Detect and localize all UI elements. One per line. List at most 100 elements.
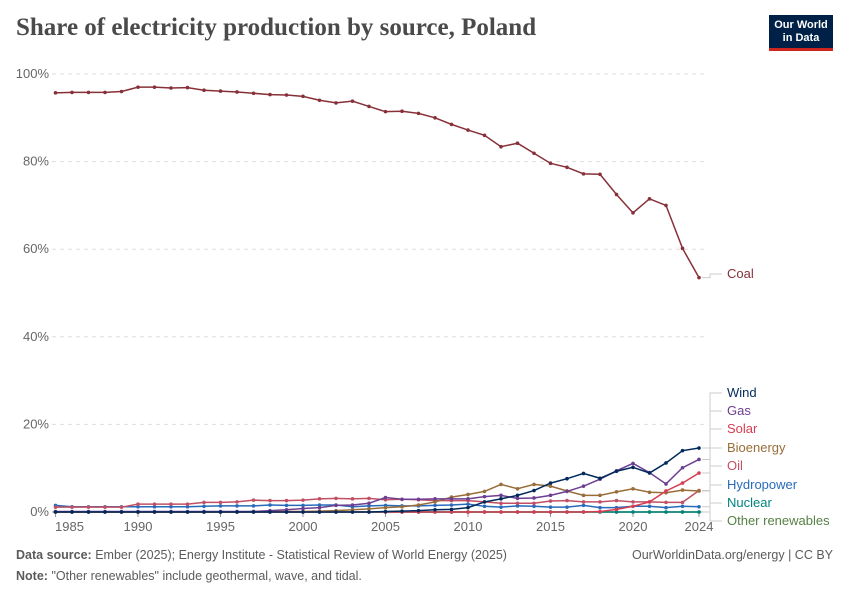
data-point xyxy=(598,500,602,504)
data-point xyxy=(433,500,437,504)
data-point xyxy=(482,494,487,499)
data-point xyxy=(532,510,536,514)
data-point xyxy=(482,510,487,514)
source-url[interactable]: OurWorldinData.org/energy | CC BY xyxy=(631,548,833,562)
data-point xyxy=(581,484,586,488)
y-tick-label: 20% xyxy=(23,416,49,431)
data-point xyxy=(235,504,239,508)
data-point xyxy=(647,471,652,475)
data-point xyxy=(416,503,421,507)
legend-label: Nuclear xyxy=(727,495,772,510)
data-point xyxy=(565,476,569,481)
data-point xyxy=(515,501,520,506)
data-point xyxy=(218,89,223,93)
data-point xyxy=(532,496,536,500)
data-point xyxy=(680,246,685,251)
data-point xyxy=(499,144,503,149)
data-point xyxy=(664,489,668,493)
note-label: Note: xyxy=(16,569,48,583)
data-point xyxy=(680,504,685,509)
data-point xyxy=(202,510,206,514)
data-point xyxy=(383,495,388,500)
data-point xyxy=(697,489,701,493)
data-point xyxy=(334,101,338,105)
data-point xyxy=(515,486,520,491)
data-point xyxy=(581,471,586,476)
chart-title: Share of electricity production by sourc… xyxy=(16,14,537,41)
data-point xyxy=(400,509,404,513)
data-point xyxy=(416,497,421,502)
data-point xyxy=(185,504,190,509)
data-point xyxy=(598,476,602,481)
data-point xyxy=(614,469,619,474)
data-point xyxy=(284,503,289,508)
owid-logo[interactable]: Our World in Data xyxy=(769,15,833,51)
x-tick-label: 2020 xyxy=(619,519,648,534)
data-point xyxy=(647,504,652,509)
data-point xyxy=(697,504,701,509)
data-point xyxy=(268,498,272,503)
data-point xyxy=(317,510,322,514)
data-point xyxy=(383,509,388,514)
x-tick-label: 2000 xyxy=(289,519,318,534)
data-point xyxy=(664,461,668,465)
data-point xyxy=(185,502,190,506)
data-point xyxy=(548,505,553,509)
data-point xyxy=(103,510,107,514)
data-point xyxy=(548,481,553,485)
data-point xyxy=(235,500,239,504)
data-point xyxy=(515,504,520,508)
data-point xyxy=(614,490,619,494)
data-point xyxy=(664,482,668,486)
data-point xyxy=(136,502,140,506)
data-point xyxy=(565,505,569,509)
data-point xyxy=(598,493,602,498)
series-line-wind xyxy=(55,447,700,513)
data-point xyxy=(532,504,536,509)
data-point xyxy=(86,510,91,514)
data-point xyxy=(185,510,190,514)
data-point xyxy=(400,109,404,114)
x-tick-label: 2010 xyxy=(454,519,483,534)
series-line-hydropower xyxy=(55,503,700,509)
data-point xyxy=(152,502,157,506)
y-tick-label: 100% xyxy=(16,66,50,81)
data-point xyxy=(647,510,652,514)
legend-label: Coal xyxy=(727,266,754,281)
data-point xyxy=(482,504,487,509)
data-point xyxy=(136,85,140,89)
data-point xyxy=(152,504,157,509)
data-point xyxy=(499,501,503,506)
data-point xyxy=(631,465,635,470)
data-point xyxy=(301,503,305,508)
legend-label: Gas xyxy=(727,403,751,418)
data-point xyxy=(301,498,305,502)
data-point xyxy=(152,510,157,514)
logo-line1: Our World xyxy=(774,19,828,31)
data-source: Data source: Ember (2025); Energy Instit… xyxy=(16,548,507,562)
data-point xyxy=(268,510,272,514)
data-point xyxy=(218,500,223,505)
data-point xyxy=(697,446,701,450)
data-point xyxy=(614,192,619,197)
data-point xyxy=(581,493,586,498)
data-point xyxy=(532,488,536,493)
y-tick-label: 60% xyxy=(23,241,49,256)
data-point xyxy=(466,128,470,132)
data-point xyxy=(400,497,404,502)
data-point xyxy=(70,505,74,509)
data-point xyxy=(251,504,256,508)
data-point xyxy=(449,503,454,507)
data-point xyxy=(647,500,652,504)
data-point xyxy=(680,510,685,514)
data-point xyxy=(350,497,355,501)
data-point xyxy=(301,94,305,99)
data-point xyxy=(532,501,536,506)
data-point xyxy=(53,510,58,514)
legend-connector xyxy=(702,273,722,279)
data-point xyxy=(515,496,520,501)
data-point xyxy=(581,510,586,514)
data-point xyxy=(565,165,569,170)
data-point xyxy=(202,504,206,509)
